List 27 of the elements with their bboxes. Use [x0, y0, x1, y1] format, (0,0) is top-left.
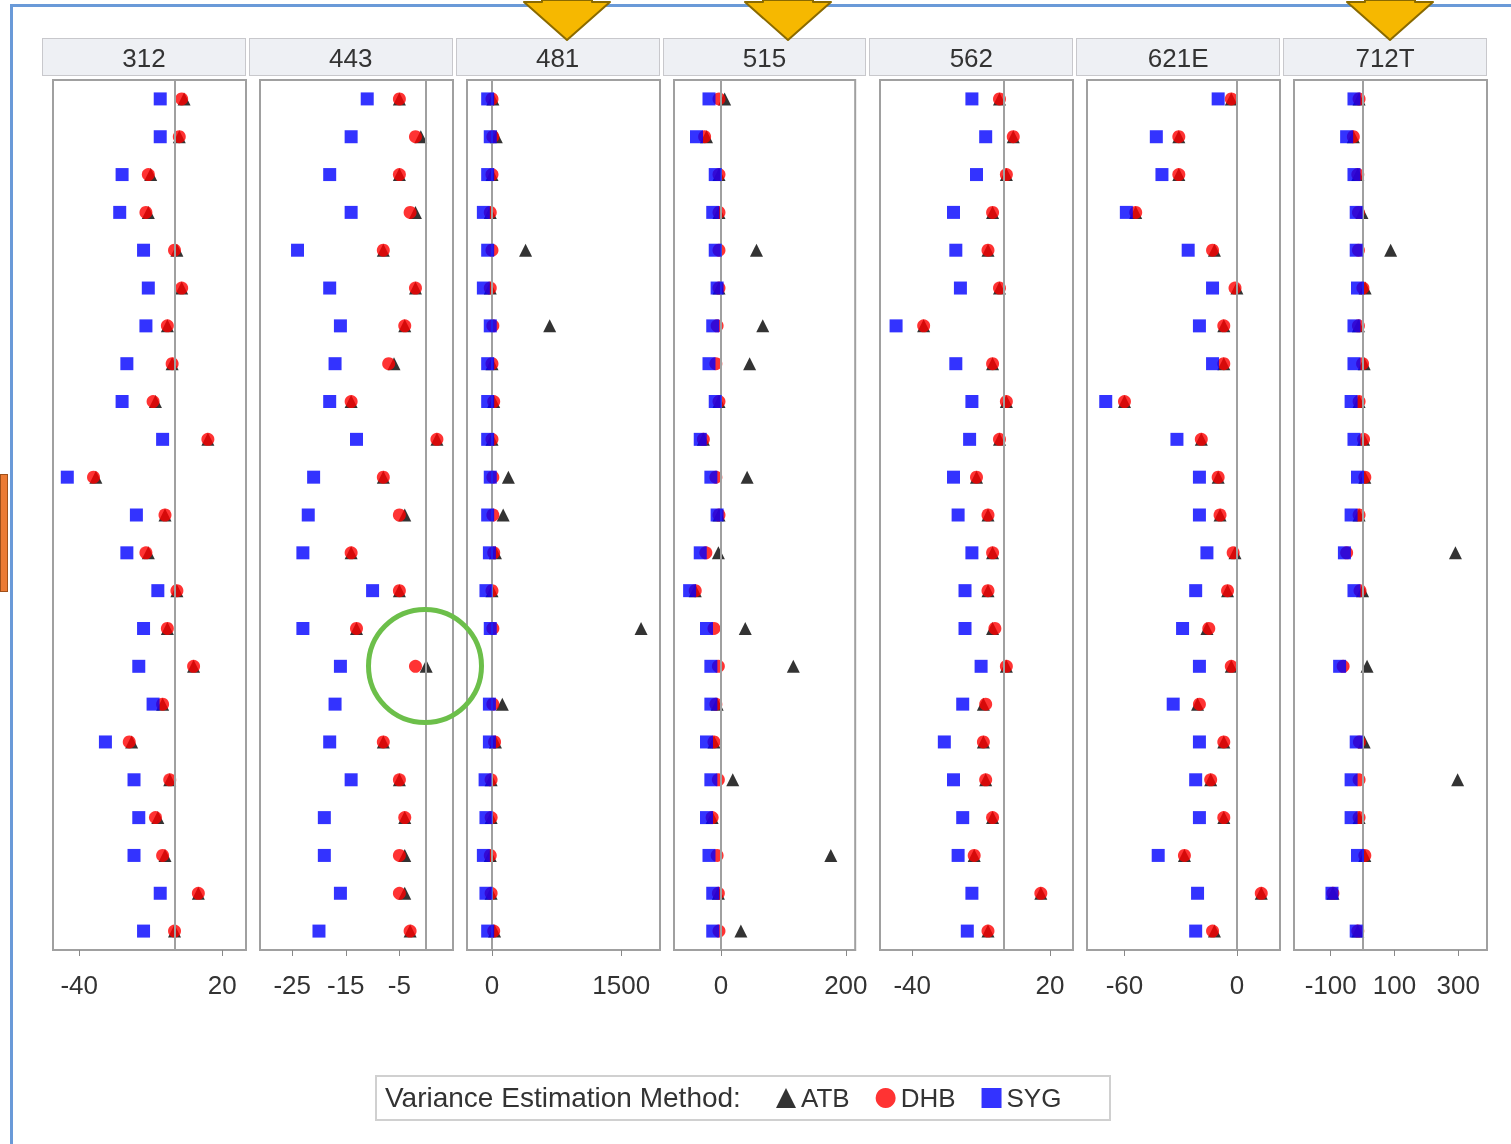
legend-title: Variance Estimation Method:: [385, 1082, 741, 1114]
chart-title: 481: [455, 38, 660, 76]
x-tick-label: 0: [1229, 970, 1245, 1000]
chart-title: 515: [662, 38, 867, 76]
legend-label: DHB: [900, 1083, 956, 1113]
chart-title: 562: [869, 38, 1074, 76]
legend-label: SYG: [1006, 1083, 1062, 1113]
chart-title: 712T: [1283, 38, 1487, 76]
chart-title: 621E: [1076, 38, 1281, 76]
chart-title: 312: [42, 38, 246, 76]
x-tick-label: -15: [326, 970, 365, 1000]
x-tick-label: -40: [893, 970, 932, 1000]
x-tick-label: -100: [1304, 970, 1357, 1000]
x-tick-label: -40: [60, 970, 98, 1000]
x-tick-label: 20: [207, 970, 237, 1000]
x-tick-label: 0: [713, 970, 728, 1000]
x-tick-label: 0: [484, 970, 499, 1000]
x-tick-label: -60: [1105, 970, 1144, 1000]
x-tick-label: 300: [1436, 970, 1481, 1000]
x-tick-label: 1500: [592, 970, 650, 1000]
x-tick-label: 20: [1035, 970, 1065, 1000]
chart-title: 443: [248, 38, 453, 76]
x-tick-label: -25: [273, 970, 311, 1000]
legend-label: ATB: [800, 1083, 850, 1113]
x-tick-label: 100: [1372, 970, 1417, 1000]
x-tick-label: -5: [387, 970, 411, 1000]
x-tick-label: 200: [823, 970, 868, 1000]
